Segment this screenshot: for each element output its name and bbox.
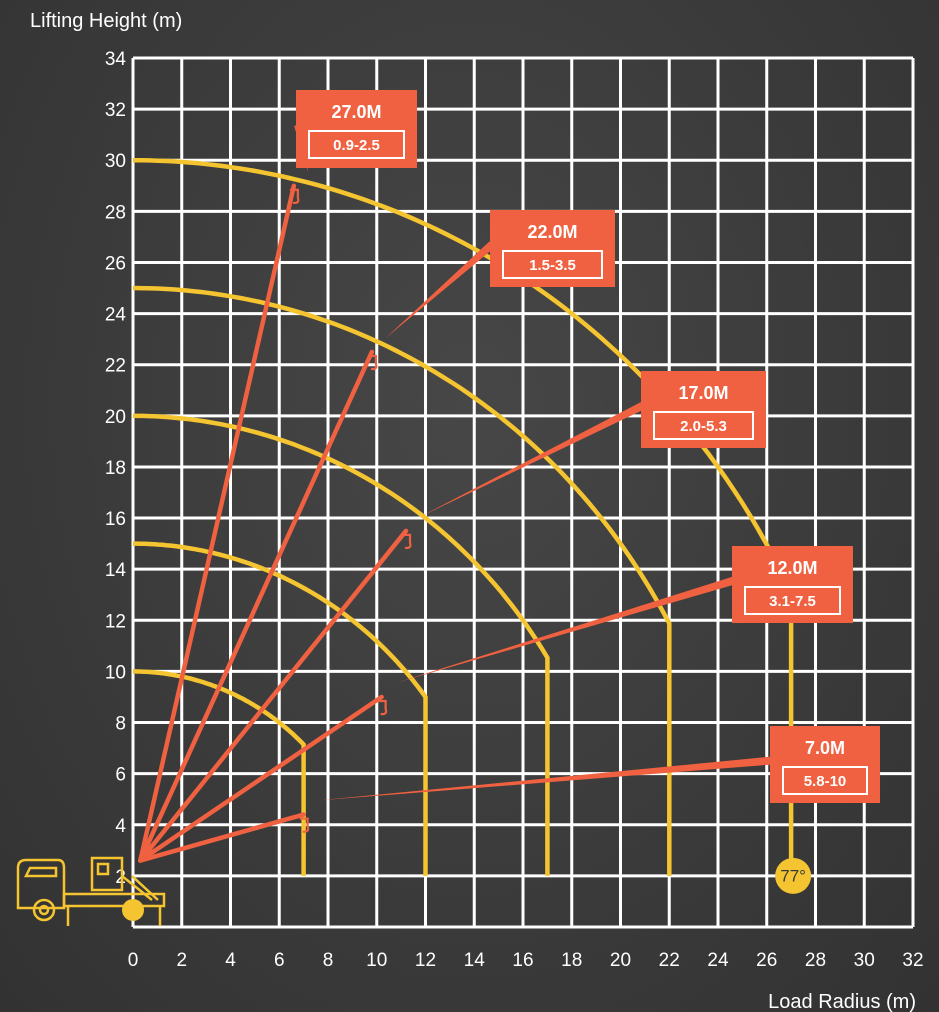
y-tick-label: 4	[115, 816, 126, 837]
boom-range-frame	[502, 250, 603, 279]
x-tick-label: 30	[854, 950, 875, 971]
x-axis-title: Load Radius (m)	[768, 991, 916, 1012]
y-tick-label: 34	[105, 49, 127, 70]
boom-label-box	[732, 546, 853, 623]
boom-label-box	[770, 726, 880, 803]
boom-length-label: 12.0M	[767, 558, 817, 578]
label-leader	[385, 241, 495, 338]
crane-box	[90, 856, 124, 892]
x-tick-label: 0	[128, 950, 139, 971]
max-angle-label: 77°	[780, 866, 806, 885]
reach-arc	[132, 413, 550, 876]
x-tick-label: 18	[561, 950, 582, 971]
crane-box-panel	[96, 862, 110, 876]
y-tick-label: 8	[115, 714, 126, 735]
hook-icon	[402, 533, 412, 550]
boom-line	[138, 183, 297, 863]
boom-length-label: 27.0M	[331, 102, 381, 122]
front-hub	[38, 904, 50, 916]
x-tick-label: 16	[512, 950, 533, 971]
hook-icon	[367, 354, 378, 371]
y-tick-label: 12	[105, 611, 126, 632]
truck-cab	[16, 858, 66, 910]
x-tick-label: 22	[659, 950, 680, 971]
x-tick-label: 26	[756, 950, 777, 971]
x-tick-label: 20	[610, 950, 631, 971]
boom-lines	[138, 124, 773, 863]
hook-icon	[299, 817, 310, 833]
boom-line	[138, 349, 375, 863]
y-tick-label: 30	[105, 151, 126, 172]
x-tick-label: 32	[902, 950, 923, 971]
boom-label-box	[490, 210, 615, 287]
boom-range-label: 1.5-3.5	[529, 257, 576, 274]
boom-range-frame	[308, 130, 405, 159]
boom-range-label: 3.1-7.5	[769, 593, 816, 610]
truck-window	[23, 866, 58, 878]
y-tick-label: 32	[105, 100, 126, 121]
y-tick-label: 18	[105, 458, 126, 479]
boom-range-frame	[782, 766, 868, 795]
crane-arm	[121, 875, 159, 901]
axis-ticks: 0 2 4 6 8 10 12 14 16 18 20 22 24 26 28 30 3224681012141…	[105, 49, 924, 971]
boom-label-box	[296, 90, 417, 168]
x-tick-label: 24	[707, 950, 729, 971]
boom-length-label: 7.0M	[805, 738, 845, 758]
boom-labels: 7.0M 5.8-10 12.0M 3.1-7.5 17.0M 2.0-5.3 22.0M 1…	[296, 90, 880, 803]
boom-length-label: 17.0M	[678, 383, 728, 403]
boom-range-label: 2.0-5.3	[680, 418, 727, 435]
y-tick-label: 10	[105, 662, 126, 683]
x-tick-label: 10	[366, 950, 387, 971]
angle-badge-circle	[775, 857, 812, 894]
hook-icon	[377, 699, 388, 716]
reach-arc	[132, 285, 672, 876]
x-tick-label: 28	[805, 950, 826, 971]
rear-wheel	[122, 899, 144, 921]
x-tick-label: 6	[274, 950, 285, 971]
x-tick-label: 12	[415, 950, 436, 971]
label-leader	[395, 576, 736, 683]
reach-arc	[133, 541, 428, 876]
y-tick-label: 6	[115, 765, 126, 786]
y-tick-label: 16	[105, 509, 126, 530]
label-leader	[317, 756, 773, 801]
y-tick-label: 24	[105, 305, 127, 326]
boom-range-label: 0.9-2.5	[333, 137, 380, 154]
boom-line	[138, 812, 306, 863]
y-tick-label: 22	[105, 356, 126, 377]
boom-range-label: 5.8-10	[804, 773, 847, 790]
boom-label-box	[641, 371, 766, 448]
x-tick-label: 14	[464, 950, 486, 971]
boom-line	[138, 528, 409, 863]
x-tick-label: 2	[176, 950, 187, 971]
y-tick-label: 28	[105, 202, 126, 223]
y-tick-label: 20	[105, 407, 126, 428]
boom-range-frame	[653, 411, 754, 440]
hook-icon	[289, 188, 300, 205]
y-axis-title: Lifting Height (m)	[30, 10, 182, 32]
boom-line	[138, 694, 384, 863]
x-tick-label: 8	[323, 950, 334, 971]
front-wheel	[32, 898, 56, 922]
y-tick-label: 14	[105, 560, 127, 581]
boom-range-frame	[744, 586, 841, 615]
boom-length-label: 22.0M	[527, 222, 577, 242]
y-tick-label: 26	[105, 253, 126, 274]
label-leader	[420, 401, 645, 517]
x-tick-label: 4	[225, 950, 236, 971]
angle-badge: 77°	[775, 857, 812, 894]
y-tick-label: 2	[115, 867, 126, 888]
truck-icon	[16, 856, 166, 926]
truck-bed	[62, 892, 166, 908]
